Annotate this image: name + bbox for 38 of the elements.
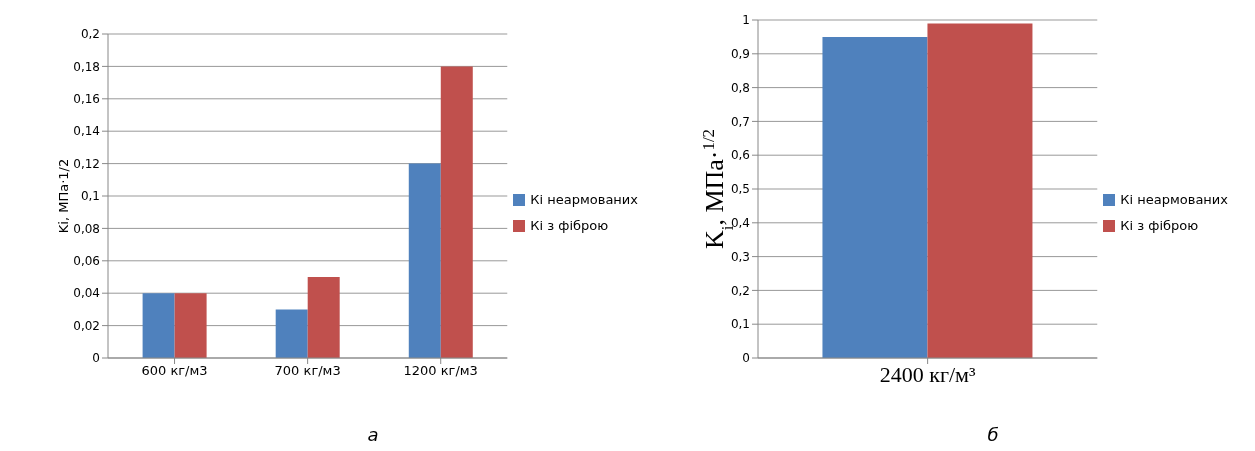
text: а [366, 424, 380, 445]
y-axis-title: Ki, МПа·1/2 [56, 158, 71, 234]
bar [174, 293, 207, 358]
y-tick-label: 0,04 [73, 286, 100, 301]
legend-label: Кі неармованих [530, 191, 638, 209]
bar [408, 163, 441, 358]
y-tick-label: 0,14 [73, 124, 100, 139]
legend-label: Кі з фіброю [1120, 217, 1199, 235]
y-tick-label: 0,5 [730, 182, 750, 197]
x-tick-label: 2400 кг/м³ [879, 361, 976, 387]
y-tick-label: 0,3 [730, 249, 750, 264]
y-tick-label: 0,18 [73, 59, 100, 74]
bar [275, 309, 308, 358]
y-tick-label: 0,8 [730, 80, 750, 95]
y-tick-label: 0,02 [73, 318, 100, 333]
y-tick-label: 0,06 [73, 254, 100, 269]
y-tick-label: 1 [742, 13, 750, 28]
x-tick-label: 1200 кг/м3 [403, 363, 478, 379]
bar [142, 293, 175, 358]
y-tick-label: 0,2 [80, 27, 100, 42]
y-tick-label: 0,2 [730, 283, 750, 298]
text: б [986, 424, 1000, 445]
y-tick-label: 0,16 [73, 92, 100, 107]
x-tick-label: 700 кг/м3 [274, 363, 341, 379]
bar [307, 277, 340, 358]
y-tick-label: 0,6 [730, 148, 750, 163]
y-tick-label: 0,12 [73, 156, 100, 171]
bar [440, 66, 473, 358]
y-tick-label: 0 [742, 351, 750, 366]
y-tick-label: 0,1 [730, 317, 750, 332]
x-tick-label: 600 кг/м3 [141, 363, 208, 379]
y-tick-label: 0,1 [80, 189, 100, 204]
y-tick-label: 0,9 [730, 47, 750, 62]
y-tick-label: 0,7 [730, 114, 750, 129]
y-tick-label: 0,08 [73, 221, 100, 236]
legend-label: Кі неармованих [1120, 191, 1228, 209]
y-tick-label: 0 [92, 351, 100, 366]
legend-label: Кі з фіброю [530, 217, 609, 235]
